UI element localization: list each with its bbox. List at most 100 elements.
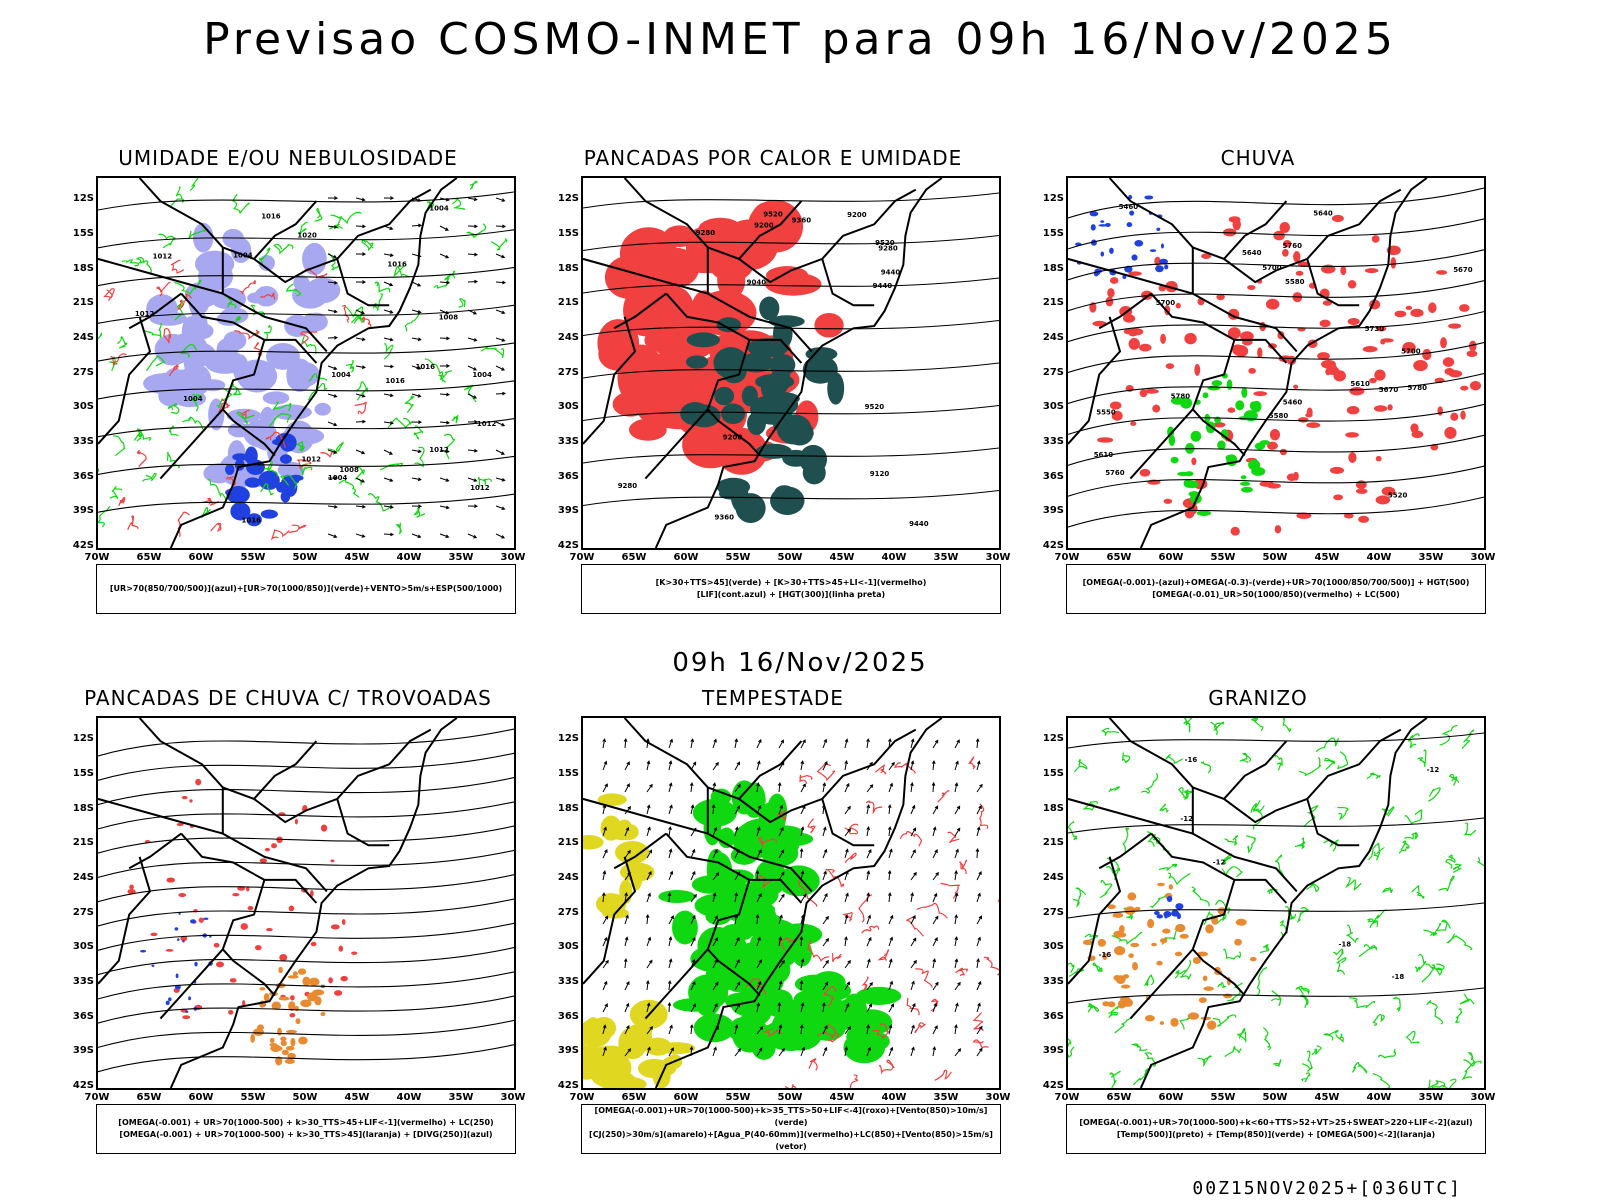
shade-blob (747, 338, 789, 358)
contour-squiggle (1122, 751, 1131, 764)
red-contours (745, 756, 999, 1088)
contour-squiggle (330, 211, 362, 225)
shade-blob (1191, 457, 1197, 466)
shade-blob (721, 403, 746, 424)
contour-squiggle (1336, 957, 1347, 975)
shade-blob (1364, 268, 1379, 274)
contour-label: 5670 (1379, 386, 1399, 394)
shade-blob (297, 968, 307, 975)
contour-squiggle (1445, 854, 1456, 869)
wind-arrow (383, 449, 393, 455)
shade-blob (194, 961, 198, 967)
lon-tick-label: 40W (881, 1092, 907, 1103)
contour-label: 1016 (242, 517, 262, 525)
contour-squiggle (878, 1059, 895, 1075)
contour-label: 5520 (1388, 491, 1408, 499)
wind-arrow (411, 477, 422, 482)
shade-blob (189, 322, 214, 340)
contour-squiggle (240, 409, 250, 419)
shade-blob (799, 444, 828, 474)
contour-squiggle (452, 197, 466, 210)
wind-arrow (932, 871, 939, 881)
lon-tick-label: 50W (777, 1092, 803, 1103)
isoline (1068, 434, 1484, 466)
isoline (583, 277, 999, 294)
contour-squiggle (1259, 944, 1270, 954)
contour-squiggle (979, 803, 989, 829)
contour-squiggle (1122, 827, 1129, 852)
wind-arrow (844, 827, 852, 837)
shade-blob (215, 961, 225, 968)
hgt500-contours (1068, 187, 1484, 528)
lat-tick-label: 21S (72, 837, 94, 849)
contour-squiggle (1068, 1038, 1072, 1046)
wind-arrow (646, 849, 652, 859)
contour-squiggle (934, 1069, 952, 1081)
wind-arrow (467, 252, 479, 257)
shade-blob (1371, 235, 1380, 243)
shade-blob (1343, 512, 1354, 519)
map-canvas: 1012 1012 1016 1012 1012 1016 1016 1004 1012 1020… (98, 178, 514, 548)
shade-blob (1375, 455, 1382, 462)
lat-tick-label: 12S (72, 733, 94, 745)
wind-arrow (624, 914, 629, 925)
shade-blob (716, 477, 751, 497)
shade-blob (714, 386, 735, 406)
shade-blob (610, 828, 638, 841)
shade-blob (1293, 384, 1299, 389)
shade-blob (716, 317, 741, 333)
wind-arrow (910, 937, 917, 947)
shade-blob (1274, 525, 1282, 534)
shade-blob (855, 986, 902, 1005)
border-line (180, 292, 276, 457)
wind-arrow (439, 477, 450, 482)
wind-arrow (756, 782, 760, 793)
contour-squiggle (273, 243, 294, 255)
contour-squiggle (188, 224, 206, 240)
shade-blob (1306, 422, 1321, 428)
border-line (98, 856, 152, 985)
lon-tick-label: 65W (621, 1092, 647, 1103)
border-line (583, 856, 637, 985)
contour-squiggle (1174, 969, 1187, 979)
wind-arrow (411, 309, 422, 314)
shade-blob (1111, 410, 1123, 421)
contour-squiggle (816, 763, 836, 781)
contour-squiggle (1301, 1072, 1311, 1083)
contour-squiggle (1072, 887, 1086, 908)
shade-blob (1153, 910, 1160, 916)
shade-blob (1105, 296, 1114, 307)
wind-arrow (439, 225, 449, 231)
contour-label-group: 1012 1012 1016 1012 1012 1016 1016 1004 1012 1020… (135, 205, 497, 525)
shade-blob (1099, 437, 1114, 443)
shade-blob (1380, 338, 1394, 343)
lat-tick-label: 39S (557, 505, 579, 517)
wind-arrow (932, 981, 939, 991)
contour-squiggle (280, 474, 297, 489)
shade-blob (1128, 194, 1133, 200)
contour-squiggle (1463, 1052, 1475, 1067)
border-line (180, 832, 276, 997)
wind-arrow (910, 1024, 915, 1035)
wind-arrow (712, 872, 720, 881)
contour-squiggle (113, 435, 126, 457)
shade-blob (129, 884, 134, 890)
contour-label: 1012 (477, 420, 497, 428)
shade-blob (1179, 933, 1189, 939)
shade-blob (1168, 434, 1176, 447)
lon-tick-label: 70W (569, 1092, 595, 1103)
wind-arrow (844, 848, 849, 859)
shade-blob (280, 1040, 287, 1047)
contour-label: -18 (1339, 940, 1352, 948)
isoline (98, 1044, 514, 1073)
border-line (738, 200, 803, 260)
shade-blob (739, 880, 779, 909)
wind-arrow (932, 739, 939, 749)
wind-arrow (439, 364, 451, 368)
wind-arrow (778, 849, 785, 859)
coastline (1139, 718, 1428, 1088)
wind-arrow (602, 738, 607, 749)
lon-tick-label: 30W (985, 552, 1011, 563)
wind-arrow (932, 958, 937, 969)
wind-arrow (734, 936, 740, 947)
